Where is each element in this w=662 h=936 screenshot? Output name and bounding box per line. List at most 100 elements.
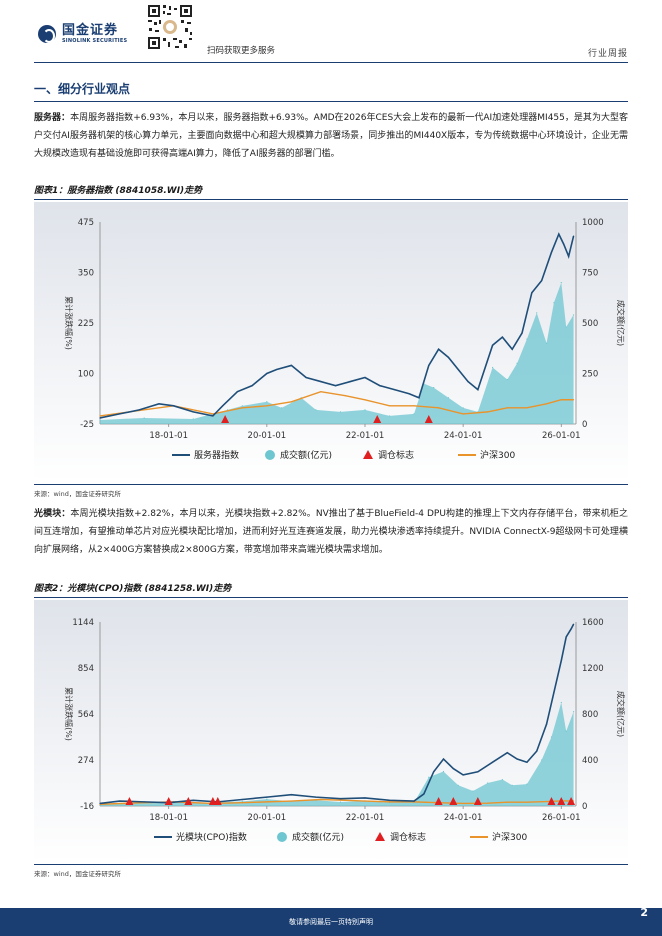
chart1-index-point xyxy=(536,750,538,752)
brand-logo-icon xyxy=(38,25,56,43)
chart0-x-tick-label: 18-01-01 xyxy=(149,431,188,441)
paragraph-server-label: 服务器： xyxy=(34,113,71,123)
paragraph-optical: 光模块：本周光模块指数+2.82%，本月以来，光模块指数+2.82%。NV推出了… xyxy=(34,505,628,559)
brand-name-cn: 国金证券 xyxy=(62,23,119,38)
chart1-index-point xyxy=(572,623,575,625)
chart1-x-tick-label: 18-01-01 xyxy=(149,813,188,823)
chart1-legend-volume-label: 成交额(亿元) xyxy=(292,831,344,843)
chart1-index-point xyxy=(388,799,391,801)
chart1-rebalance-marker xyxy=(557,797,566,805)
chart0-hs300-point xyxy=(545,403,548,405)
chart0-volume-point xyxy=(536,312,538,314)
chart1-y2-tick-label: 1200 xyxy=(582,664,604,674)
chart0-index-point xyxy=(563,243,565,245)
chart1-index-point xyxy=(339,798,342,800)
chart1-index-point xyxy=(143,801,145,803)
chart0-hs300-point xyxy=(388,405,391,407)
chart0-volume-point xyxy=(364,409,366,411)
chart0-x-tick-label: 22-01-01 xyxy=(346,431,385,441)
chart0-hs300-point xyxy=(266,405,268,407)
chart0-y2-tick-label: 1000 xyxy=(582,218,604,228)
chart0-hs300-point xyxy=(413,405,415,407)
chart1-hs300-point xyxy=(364,800,366,802)
chart1-rebalance-marker xyxy=(473,797,482,805)
chart1-volume-point xyxy=(550,736,553,738)
chart0-x-tick-label: 20-01-01 xyxy=(248,431,287,441)
paragraph-server: 服务器：本周服务器指数+6.93%，本月以来，服务器指数+6.93%。AMD在2… xyxy=(34,109,628,163)
scan-prompt: 扫码获取更多服务 xyxy=(207,46,276,56)
chart1-index-point xyxy=(545,723,548,725)
chart0-index-point xyxy=(290,364,292,367)
chart0-rebalance-marker xyxy=(221,415,230,423)
chart0-legend-index-label: 服务器指数 xyxy=(194,449,239,461)
chart1-y2-axis-title: 成交额(亿元) xyxy=(616,691,626,737)
chart1-hs300-point xyxy=(290,800,292,802)
chart0-index-point xyxy=(408,393,410,395)
chart1-index-point xyxy=(506,752,508,754)
chart0-index-point xyxy=(212,415,214,417)
chart0-volume-point xyxy=(491,366,494,369)
chart0-index-point xyxy=(158,403,160,405)
chart0-index-point xyxy=(491,344,494,346)
chart1-rebalance-marker xyxy=(434,797,443,805)
figure1-title: 图表1：服务器指数 (8841058.WI)走势 xyxy=(34,186,203,196)
paragraph-server-text: 本周服务器指数+6.93%，本月以来，服务器指数+6.93%。AMD在2026年… xyxy=(34,113,628,159)
chart1-x-tick-label: 24-01-01 xyxy=(444,813,483,823)
chart0-index-point xyxy=(173,405,175,407)
chart0-index-point xyxy=(572,235,575,237)
chart1-rebalance-marker xyxy=(567,797,576,805)
section-title: 一、细分行业观点 xyxy=(34,82,131,96)
chart1-hs300-point xyxy=(462,802,464,805)
brand-name-en: SINOLINK SECURITIES xyxy=(62,38,128,44)
chart0-index-point xyxy=(531,292,533,294)
chart0-hs300-point xyxy=(344,395,346,397)
chart1-volume-point xyxy=(472,790,474,792)
chart1-rebalance-marker xyxy=(184,797,193,805)
chart1-hs300-point xyxy=(506,801,508,803)
chart0-hs300-point xyxy=(572,399,575,401)
chart0-volume-point xyxy=(143,417,145,419)
report-type: 行业周报 xyxy=(587,49,628,59)
chart1-rebalance-marker xyxy=(125,797,134,805)
chart0-index-point xyxy=(138,409,140,411)
chart1-index-point xyxy=(433,771,435,773)
chart0-index-point xyxy=(99,417,101,419)
chart0-series-hs300-line xyxy=(99,390,574,417)
chart1-legend-hs300-label: 沪深300 xyxy=(492,831,527,843)
chart1-volume-point xyxy=(511,784,513,786)
chart0-index-point xyxy=(457,368,459,371)
chart0-index-point xyxy=(119,413,121,415)
chart0-index-point xyxy=(334,385,337,387)
chart0-index-point xyxy=(550,251,553,253)
chart1-rebalance-marker xyxy=(213,797,222,805)
chart1-index-point xyxy=(241,798,243,801)
chart1-y-tick-label: -16 xyxy=(80,802,94,812)
chart0-index-point xyxy=(305,376,307,379)
chart0-y2-axis-title: 成交额(亿元) xyxy=(616,300,626,346)
chart0-volume-point xyxy=(315,409,317,411)
chart1-index-point xyxy=(192,799,194,801)
chart1-x-tick-label: 22-01-01 xyxy=(346,813,385,823)
chart1-index-point xyxy=(560,660,562,662)
chart0-hs300-point xyxy=(143,409,145,411)
figure2-source: 来源：wind，国金证券研究所 xyxy=(34,870,121,878)
qr-code-icon[interactable] xyxy=(145,2,195,52)
chart1-background xyxy=(34,600,628,862)
chart1-index-point xyxy=(462,774,464,776)
page-number: 2 xyxy=(640,906,648,919)
chart1-volume-point xyxy=(457,784,459,786)
chart0-hs300-point xyxy=(437,407,440,409)
brand-logo: 国金证券 SINOLINK SECURITIES xyxy=(38,24,127,44)
chart0-index-point xyxy=(364,376,366,379)
chart0-hs300-point xyxy=(560,399,562,401)
chart1-hs300-point xyxy=(572,800,575,802)
chart1-y2-tick-label: 0 xyxy=(582,802,587,812)
chart0-legend-rebalance-swatch xyxy=(363,450,373,459)
chart0-rebalance-marker xyxy=(373,415,382,423)
chart0-x-tick-label: 24-01-01 xyxy=(444,431,483,441)
chart1-y-tick-label: 274 xyxy=(78,756,94,766)
chart1-volume-point xyxy=(541,759,543,761)
chart0-volume-point xyxy=(526,338,528,340)
chart0-hs300-point xyxy=(320,391,322,393)
chart1-volume-point xyxy=(501,778,503,781)
